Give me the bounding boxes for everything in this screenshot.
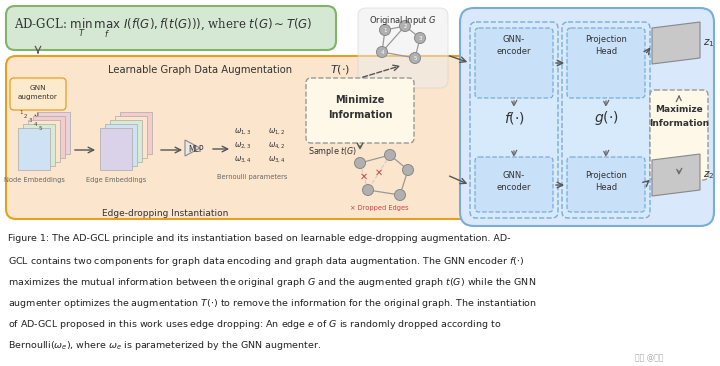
Text: Sample $t(G)$: Sample $t(G)$ <box>308 146 357 158</box>
Text: Edge-dropping Instantiation: Edge-dropping Instantiation <box>102 209 228 217</box>
Text: encoder: encoder <box>497 183 531 191</box>
Text: 2: 2 <box>403 23 407 29</box>
Circle shape <box>384 149 395 161</box>
Text: × Dropped Edges: × Dropped Edges <box>350 205 409 211</box>
FancyBboxPatch shape <box>358 8 448 88</box>
Circle shape <box>415 33 426 44</box>
Bar <box>38 112 70 154</box>
FancyBboxPatch shape <box>475 157 553 212</box>
Text: 4: 4 <box>34 122 37 127</box>
Text: 4: 4 <box>380 49 384 55</box>
Text: $\omega_{4,2}$: $\omega_{4,2}$ <box>268 141 285 151</box>
Text: $\omega_{1,3}$: $\omega_{1,3}$ <box>234 127 251 137</box>
Text: AD-GCL: $\underset{T}{\min}\,\underset{f}{\max}$ $I(f(G), f(t(G)))$, where $t(G): AD-GCL: $\underset{T}{\min}\,\underset{f… <box>14 16 312 40</box>
Text: $f(\cdot)$: $f(\cdot)$ <box>503 110 524 126</box>
Text: $\omega_{2,3}$: $\omega_{2,3}$ <box>234 141 251 151</box>
Text: Head: Head <box>595 183 617 191</box>
Text: 2: 2 <box>24 114 27 119</box>
Bar <box>115 116 147 158</box>
Text: $\omega_{3,4}$: $\omega_{3,4}$ <box>234 155 251 165</box>
FancyBboxPatch shape <box>562 22 650 218</box>
Text: Projection: Projection <box>585 36 627 45</box>
Text: 3: 3 <box>418 36 422 41</box>
Text: GNN: GNN <box>30 85 46 91</box>
Text: 知乎 @对白: 知乎 @对白 <box>635 354 664 362</box>
Bar <box>18 128 50 170</box>
FancyBboxPatch shape <box>6 56 474 219</box>
Circle shape <box>379 25 390 36</box>
Polygon shape <box>185 140 200 156</box>
Text: 1: 1 <box>19 110 22 115</box>
Text: $g(\cdot)$: $g(\cdot)$ <box>593 109 618 127</box>
Text: GNN-: GNN- <box>503 36 525 45</box>
FancyBboxPatch shape <box>306 78 414 143</box>
Circle shape <box>377 46 387 57</box>
Text: Information: Information <box>328 110 392 120</box>
Text: GCL contains two components for graph data encoding and graph data augmentation.: GCL contains two components for graph da… <box>8 255 524 268</box>
Text: Learnable Graph Data Augmentation: Learnable Graph Data Augmentation <box>108 65 292 75</box>
Text: $z_2$: $z_2$ <box>703 169 714 181</box>
Text: Information: Information <box>649 120 709 128</box>
FancyBboxPatch shape <box>6 6 336 50</box>
Text: ✕: ✕ <box>375 168 383 178</box>
Bar <box>28 120 60 162</box>
Text: 1: 1 <box>383 27 387 33</box>
Bar <box>105 124 137 166</box>
Text: $\omega_{3,4}$: $\omega_{3,4}$ <box>268 155 286 165</box>
Text: Original Input $G$: Original Input $G$ <box>369 14 437 27</box>
Text: $z_1$: $z_1$ <box>703 37 714 49</box>
Text: MLP: MLP <box>188 145 204 153</box>
Circle shape <box>402 164 413 176</box>
Text: Bernoulli parameters: Bernoulli parameters <box>217 174 287 180</box>
Polygon shape <box>652 22 700 64</box>
FancyBboxPatch shape <box>475 28 553 98</box>
Circle shape <box>410 52 420 63</box>
Text: ✕: ✕ <box>360 172 368 182</box>
FancyBboxPatch shape <box>460 8 714 226</box>
FancyBboxPatch shape <box>567 28 645 98</box>
Circle shape <box>362 184 374 195</box>
Text: Edge Embeddings: Edge Embeddings <box>86 177 146 183</box>
Bar <box>33 116 65 158</box>
FancyBboxPatch shape <box>470 22 558 218</box>
FancyBboxPatch shape <box>567 157 645 212</box>
Text: encoder: encoder <box>497 48 531 56</box>
Text: maximizes the mutual information between the original graph $G$ and the augmente: maximizes the mutual information between… <box>8 276 536 289</box>
Polygon shape <box>652 154 700 196</box>
Text: $\omega_{1,2}$: $\omega_{1,2}$ <box>268 127 285 137</box>
Circle shape <box>400 20 410 31</box>
Text: $T(\cdot)$: $T(\cdot)$ <box>330 63 350 76</box>
Text: Minimize: Minimize <box>336 95 384 105</box>
Text: augmenter optimizes the augmentation $T(\cdot)$ to remove the information for th: augmenter optimizes the augmentation $T(… <box>8 297 537 310</box>
Circle shape <box>354 157 366 168</box>
Circle shape <box>395 190 405 201</box>
Text: Head: Head <box>595 48 617 56</box>
Text: Maximize: Maximize <box>655 105 703 115</box>
FancyBboxPatch shape <box>650 90 708 180</box>
Text: 3: 3 <box>29 118 32 123</box>
Text: of AD-GCL proposed in this work uses edge dropping: An edge $e$ of $G$ is random: of AD-GCL proposed in this work uses edg… <box>8 318 501 331</box>
Bar <box>23 124 55 166</box>
Text: GNN-: GNN- <box>503 171 525 179</box>
Bar <box>110 120 142 162</box>
Text: Figure 1: The AD-GCL principle and its instantiation based on learnable edge-dro: Figure 1: The AD-GCL principle and its i… <box>8 234 510 243</box>
Text: augmentor: augmentor <box>18 94 58 100</box>
FancyBboxPatch shape <box>10 78 66 110</box>
Bar <box>100 128 132 170</box>
Text: 5: 5 <box>413 56 417 60</box>
Text: Bernoulli$(\omega_e)$, where $\omega_e$ is parameterized by the GNN augmenter.: Bernoulli$(\omega_e)$, where $\omega_e$ … <box>8 339 321 352</box>
Text: Projection: Projection <box>585 171 627 179</box>
Text: 5: 5 <box>39 126 42 131</box>
Text: Node Embeddings: Node Embeddings <box>4 177 64 183</box>
Bar <box>120 112 152 154</box>
